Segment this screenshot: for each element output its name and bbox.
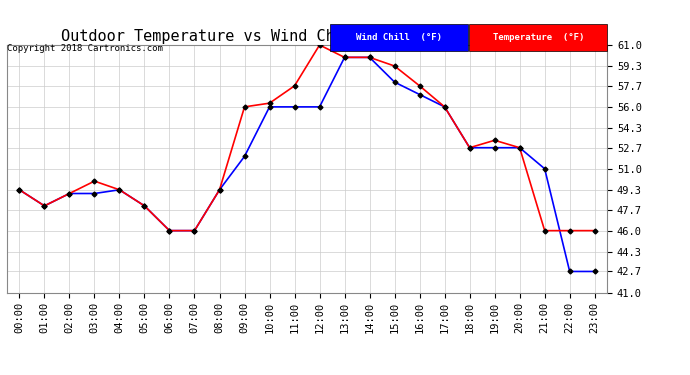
Text: Copyright 2018 Cartronics.com: Copyright 2018 Cartronics.com [7,44,163,52]
Title: Outdoor Temperature vs Wind Chill (24 Hours)  20180424: Outdoor Temperature vs Wind Chill (24 Ho… [61,29,553,44]
Text: Wind Chill  (°F): Wind Chill (°F) [356,33,442,42]
Text: Temperature  (°F): Temperature (°F) [493,33,584,42]
